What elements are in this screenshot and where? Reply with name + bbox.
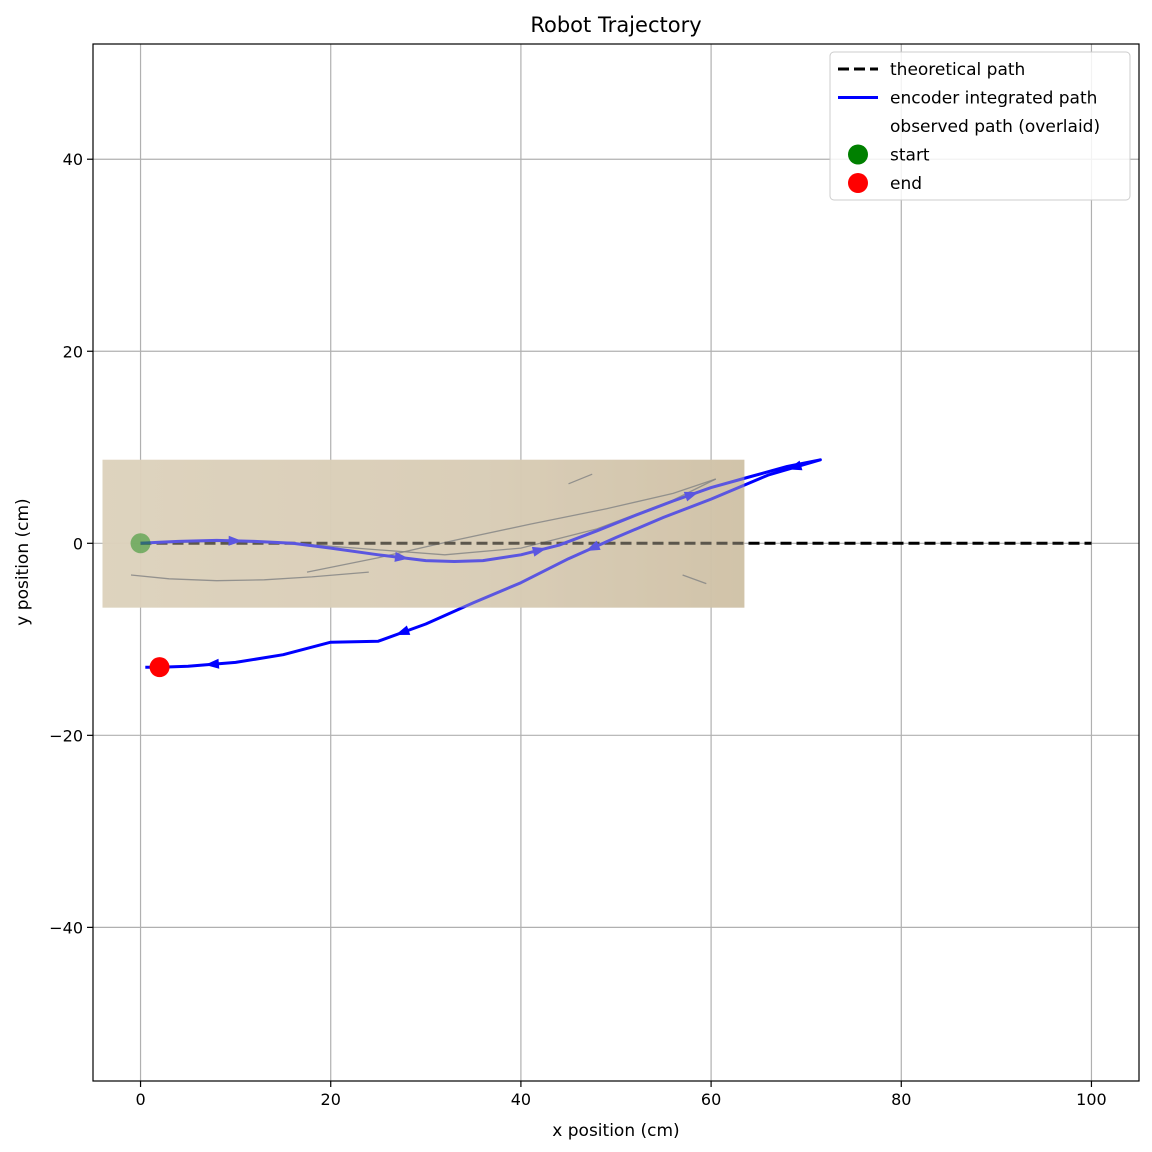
y-tick-label: 40 [63,150,83,169]
legend-entry: start [890,146,930,166]
legend-entry: encoder integrated path [890,89,1097,109]
y-tick-label: −20 [49,726,83,745]
x-tick-label: 60 [701,1090,721,1109]
legend-swatch-marker [848,173,868,193]
legend-swatch-marker [848,144,868,165]
x-tick-label: 40 [511,1090,531,1109]
paper-photo [102,459,745,608]
chart-title: Robot Trajectory [530,13,701,37]
x-axis-label: x position (cm) [552,1121,679,1141]
marker-layer [130,533,170,678]
direction-arrow [228,535,243,546]
direction-arrow [683,491,699,502]
pencil-stroke [306,478,717,573]
x-tick-label: 20 [321,1090,341,1109]
legend-entry: end [890,174,922,194]
legend-entry: theoretical path [890,60,1025,80]
direction-arrow [531,546,547,557]
direction-arrow [585,540,601,551]
direction-arrow [787,460,803,471]
x-tick-label: 80 [891,1090,911,1109]
pencil-stroke [130,571,369,582]
encoder-path-line [140,458,822,669]
ticks: 0 20 40 60 80 100 −40 −20 0 20 40 [49,150,1106,1109]
legend-box [829,51,1131,201]
series-layer [102,458,1092,669]
start-marker [130,533,151,554]
observed-path-overlay [102,459,745,608]
x-tick-label: 100 [1076,1090,1107,1109]
y-tick-label: 0 [73,534,83,553]
end-marker [149,657,170,678]
legend: theoretical path encoder integrated path o… [829,51,1131,201]
pencil-stroke [568,473,593,485]
direction-arrow [204,658,220,669]
y-tick-label: 20 [63,342,83,361]
legend-entry: observed path (overlaid) [890,117,1100,137]
plot-frame [92,43,1140,1082]
direction-arrow [394,551,409,562]
y-tick-label: −40 [49,918,83,937]
direction-arrow [395,625,411,635]
pencil-stroke [682,574,707,585]
paper-veil [102,459,745,608]
x-tick-label: 0 [135,1090,145,1109]
y-axis-label: y position (cm) [13,498,33,625]
